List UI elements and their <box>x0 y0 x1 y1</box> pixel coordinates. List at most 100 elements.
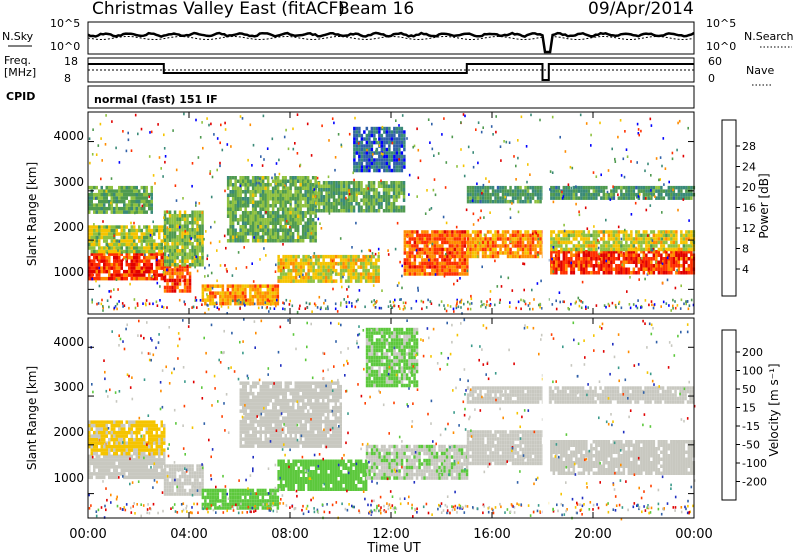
power-cell <box>600 250 603 254</box>
power-cell <box>428 247 432 252</box>
power-cell <box>602 192 606 197</box>
power-cell <box>196 231 199 235</box>
power-cell <box>143 203 146 207</box>
power-cell <box>259 287 262 292</box>
power-cell <box>327 254 330 259</box>
power-scatter <box>537 237 540 241</box>
power-scatter <box>431 242 434 246</box>
power-cell <box>299 272 303 276</box>
power-cell <box>632 267 636 271</box>
power-cell <box>254 291 257 295</box>
power-cell <box>552 192 556 197</box>
power-scatter <box>578 304 581 308</box>
power-cell <box>90 225 93 229</box>
power-cell <box>562 247 566 252</box>
power-cell <box>133 235 136 240</box>
power-scatter <box>634 201 637 205</box>
power-scatter <box>156 281 159 285</box>
power-cell <box>251 179 255 183</box>
power-cell <box>173 285 177 290</box>
power-cell <box>506 247 510 252</box>
power-cell <box>499 189 502 193</box>
power-cell <box>251 197 255 201</box>
power-cell <box>244 200 247 204</box>
power-scatter <box>431 122 433 126</box>
power-cell <box>360 137 364 141</box>
power-cell <box>279 279 283 283</box>
power-cell <box>100 185 103 190</box>
power-cell <box>340 198 343 202</box>
power-cell <box>90 269 93 274</box>
power-cell <box>340 184 343 188</box>
power-cell <box>494 233 497 238</box>
power-cell <box>635 253 638 257</box>
power-cell <box>173 278 177 283</box>
power-cell <box>615 230 618 234</box>
power-cell <box>183 259 187 263</box>
power-cell <box>529 254 532 259</box>
power-cell <box>103 225 106 229</box>
power-scatter <box>421 307 423 311</box>
power-cell <box>506 251 510 255</box>
power-cell <box>398 161 401 166</box>
power-scatter <box>220 123 222 127</box>
power-cell <box>145 210 148 214</box>
power-cell <box>266 298 270 302</box>
power-cell <box>120 185 123 190</box>
power-cell <box>241 301 245 306</box>
power-scatter <box>636 161 638 164</box>
power-cell <box>306 193 310 197</box>
power-cell <box>317 209 321 213</box>
power-cell <box>143 276 146 281</box>
power-cell <box>261 221 265 225</box>
power-cell <box>392 191 396 195</box>
power-cell <box>342 265 345 269</box>
power-cell <box>178 259 182 263</box>
power-cell <box>625 233 628 238</box>
power-cell <box>330 209 333 213</box>
power-cell <box>284 214 287 218</box>
power-scatter <box>100 137 102 140</box>
power-cell <box>685 240 688 245</box>
power-cell <box>256 294 260 299</box>
power-cell <box>615 189 618 193</box>
power-cell <box>637 185 641 190</box>
power-cell <box>95 262 98 267</box>
power-cell <box>178 249 182 253</box>
power-cell <box>100 196 103 200</box>
power-cell <box>261 204 265 208</box>
power-cell <box>395 154 399 159</box>
power-cell <box>289 258 293 262</box>
power-cell <box>411 237 414 241</box>
power-cell <box>602 244 606 248</box>
power-cell <box>347 265 350 269</box>
power-cell <box>301 204 305 208</box>
power-scatter <box>581 280 584 284</box>
power-cell <box>360 158 364 162</box>
power-cell <box>198 249 202 253</box>
power-cell <box>332 268 335 273</box>
power-cell <box>347 275 350 280</box>
power-cell <box>370 154 374 159</box>
power-cell <box>340 205 343 209</box>
power-cell <box>637 192 641 197</box>
power-cell <box>555 271 558 275</box>
power-cell <box>575 257 578 261</box>
power-cell <box>486 192 490 197</box>
power-cell <box>291 179 295 183</box>
power-cell <box>363 137 366 141</box>
power-cell <box>264 221 267 225</box>
power-cell <box>183 285 187 290</box>
power-cell <box>160 242 163 247</box>
power-cell <box>491 189 495 193</box>
power-cell <box>685 189 688 193</box>
power-scatter <box>253 236 255 239</box>
power-cell <box>244 291 247 295</box>
beam-label: Beam 16 <box>338 0 414 19</box>
power-cell <box>461 247 464 252</box>
power-cell <box>209 287 212 292</box>
power-cell <box>125 255 128 260</box>
power-scatter <box>238 298 240 302</box>
power-cell <box>357 275 360 280</box>
power-scatter <box>334 168 336 172</box>
